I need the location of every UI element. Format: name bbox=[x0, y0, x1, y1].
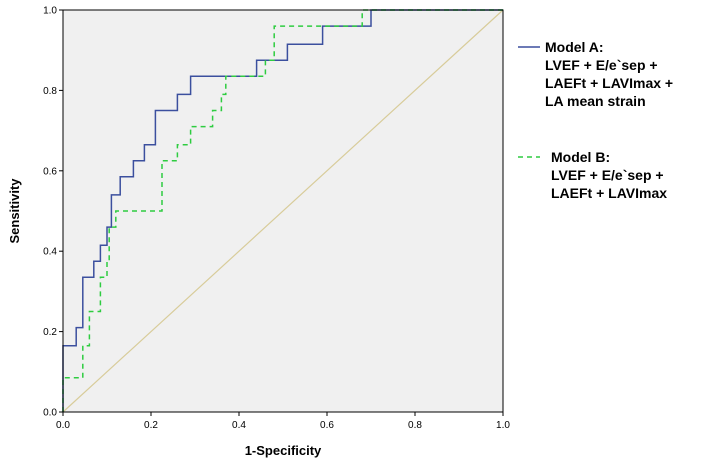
legend-label-model-a: LAEFt + LAVImax + bbox=[545, 75, 673, 91]
x-tick-label: 0.0 bbox=[56, 420, 70, 431]
y-tick-label: 0.0 bbox=[43, 408, 57, 419]
x-tick-label: 0.2 bbox=[144, 420, 158, 431]
x-axis-title: 1-Specificity bbox=[245, 443, 322, 458]
y-tick-label: 0.4 bbox=[43, 247, 57, 258]
x-tick-label: 0.6 bbox=[320, 420, 334, 431]
plot-frame bbox=[62, 9, 504, 413]
legend-label-model-a: Model A: bbox=[545, 39, 604, 55]
x-tick-label: 0.8 bbox=[408, 420, 422, 431]
x-tick-label: 0.4 bbox=[232, 420, 246, 431]
y-tick-label: 1.0 bbox=[43, 6, 57, 17]
reference-line-layer bbox=[62, 9, 504, 413]
reference-diagonal-line bbox=[62, 9, 504, 413]
legend-label-model-b: LVEF + E/e`sep + bbox=[551, 167, 664, 183]
legend: Model A: LVEF + E/e`sep + LAEFt + LAVImax … bbox=[518, 39, 673, 201]
y-axis-title: Sensitivity bbox=[7, 178, 22, 244]
legend-label-model-a: LVEF + E/e`sep + bbox=[545, 57, 658, 73]
legend-label-model-b: LAEFt + LAVImax bbox=[551, 185, 667, 201]
series-line-model-a bbox=[62, 9, 503, 412]
y-tick-label: 0.8 bbox=[43, 86, 57, 97]
legend-label-model-a: LA mean strain bbox=[545, 93, 646, 109]
series-layer bbox=[62, 9, 503, 412]
y-tick-label: 0.2 bbox=[43, 327, 57, 338]
y-axis: 0.0 0.2 0.4 0.6 0.8 1.0 bbox=[43, 6, 63, 419]
x-tick-label: 1.0 bbox=[496, 420, 510, 431]
legend-label-model-b: Model B: bbox=[551, 149, 610, 165]
y-tick-label: 0.6 bbox=[43, 166, 57, 177]
x-axis: 0.0 0.2 0.4 0.6 0.8 1.0 bbox=[56, 412, 510, 431]
series-line-model-b bbox=[62, 9, 503, 412]
